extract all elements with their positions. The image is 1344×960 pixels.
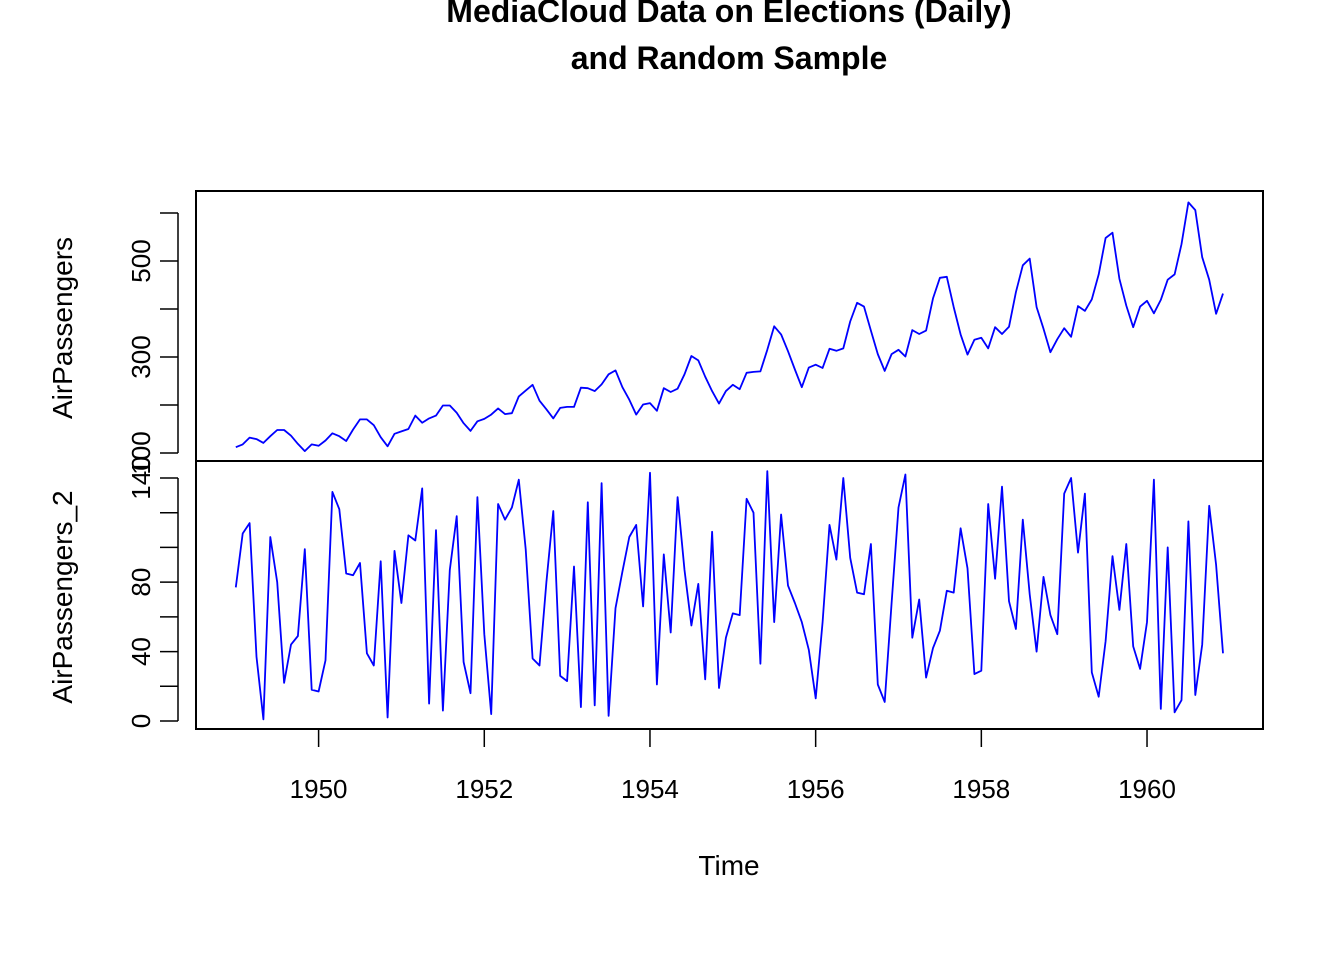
x-tick-label: 1958	[952, 774, 1010, 804]
chart-panels: 100 300 500 AirPassengers 0 40 80 140 AirPasseng…	[47, 190, 1264, 804]
series-line-AirPassengers_2	[234, 470, 1224, 721]
y-axis-title: AirPassengers	[47, 237, 78, 419]
y-tick-label: 500	[126, 239, 156, 282]
chart-title-line-1: MediaCloud Data on Elections (Daily)	[446, 0, 1011, 29]
panel-2: 0 40 80 140 AirPassengers_2	[47, 456, 1264, 730]
y-tick-label: 80	[126, 568, 156, 597]
panel-frame	[195, 190, 1264, 462]
y-tick-label: 300	[126, 335, 156, 378]
y-tick-label: 140	[126, 456, 156, 499]
chart-title-line-2: and Random Sample	[571, 40, 888, 76]
y-tick-label: 100	[126, 431, 156, 474]
y-tick-label: 0	[126, 714, 156, 728]
y-tick-label: 40	[126, 637, 156, 666]
x-tick-label: 1960	[1118, 774, 1176, 804]
series-line-AirPassengers	[235, 201, 1224, 453]
x-axis: 1950 1952 1954 1956 1958 1960	[290, 728, 1176, 804]
y-axis-title: AirPassengers_2	[47, 490, 78, 703]
x-tick-label: 1956	[787, 774, 845, 804]
panel-frame	[195, 460, 1264, 730]
panel-1: 100 300 500 AirPassengers	[47, 190, 1264, 475]
x-axis-title: Time	[698, 850, 759, 881]
x-tick-label: 1950	[290, 774, 348, 804]
x-tick-label: 1954	[621, 774, 679, 804]
x-tick-label: 1952	[455, 774, 513, 804]
